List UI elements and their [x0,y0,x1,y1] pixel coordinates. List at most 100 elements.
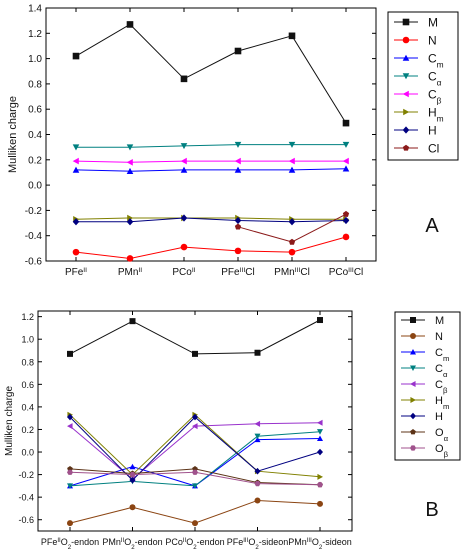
x-tick-label-base: PFe [41,537,58,547]
x-tick-label-sub: 2 [193,544,197,550]
y-tick-label: -0.2 [18,470,34,480]
legend-label-name: C [428,52,437,66]
x-tick-label: PFeIIIO2-sideon [227,537,289,550]
x-tick-label-sup: III [240,267,246,274]
x-tick-label-tail: O [312,537,319,547]
plot-frame [37,310,353,532]
legend-marker [410,445,416,451]
legend-label: N [435,331,443,343]
data-point [234,166,242,173]
x-tick-label-rest: -sideon [322,537,352,547]
series-cm [67,435,323,489]
legend-label-name: C [428,70,437,84]
y-tick-label: 0.2 [21,425,34,435]
data-point [254,349,261,356]
legend-label: Cm [435,347,449,363]
legend-marker [410,365,416,371]
data-point [67,423,73,430]
x-tick-label-base: PFe [227,537,244,547]
y-tick-label: 1.0 [21,335,34,345]
legend-label: H [435,411,443,423]
y-tick-label: -0.4 [18,493,34,503]
data-point [180,143,188,150]
data-point [67,413,73,421]
data-point [180,243,188,251]
legend-label-name: Cl [428,142,439,156]
y-tick-label: 1.2 [28,29,42,40]
x-tick-label-base: PMn [118,267,139,278]
series-line [75,168,347,172]
data-point [234,157,241,165]
legend-label-name: O [435,427,444,439]
data-point [72,144,80,151]
series-line [69,431,321,487]
legend-marker [410,381,416,387]
y-tick-label: 0.0 [21,448,34,458]
x-tick-label-sup: II [83,267,87,274]
x-tick-label-sup: III [243,537,248,544]
y-tick-label: 0.8 [28,79,42,90]
legend-label-name: N [428,34,437,48]
x-tick-label-base: PCo [329,267,349,278]
y-tick-label: 0.4 [21,402,34,412]
series-cα [72,141,350,151]
data-point [254,436,261,443]
x-tick-label-sub: 2 [131,544,135,550]
data-point [317,435,323,442]
data-point [254,420,261,427]
x-tick-label-sub: 2 [319,544,323,550]
y-tick-label: 1.4 [28,4,42,15]
data-point [317,500,323,507]
legend-label: M [428,16,438,30]
legend-box [387,11,459,161]
data-point [342,216,350,225]
legend-label: Cl [428,142,439,156]
x-tick-label-sup: II [138,267,142,274]
legend-marker [402,90,409,98]
data-point [317,419,323,426]
data-point [126,218,134,226]
x-tick-label-base: PFe [221,267,240,278]
series-line [69,499,321,524]
y-tick-label: 0.8 [21,357,34,367]
data-point [67,469,73,475]
data-point [288,32,296,40]
data-point [254,467,261,475]
legend-marker [410,349,416,355]
data-point [317,448,323,456]
legend-label-name: C [435,347,443,359]
x-tick-label-sup: II [121,537,125,544]
x-tick-label-base: PCo [165,537,183,547]
x-tick-label-sup: II [57,537,61,544]
x-tick-label-rest: -endon [71,537,99,547]
data-point [129,318,136,325]
legend-label-sub: m [443,354,449,363]
legend-marker [402,36,410,44]
data-point [234,47,242,55]
data-point [192,469,198,475]
series-oβ [67,469,323,488]
data-point [129,471,136,478]
data-point [254,433,261,440]
data-point [72,248,80,256]
data-point [317,317,323,324]
series-line [69,438,321,487]
series-line [76,217,347,223]
legend-marker [402,144,410,151]
data-point [129,504,136,511]
data-point [72,157,79,165]
data-point [342,233,350,241]
x-tick-label-sup: II [183,537,187,544]
legend-marker [410,333,416,339]
data-point [317,482,323,488]
y-tick-label: -0.6 [18,515,34,525]
data-point [254,481,261,487]
data-point [126,255,134,262]
legend-label-name: M [435,315,444,327]
series-line [75,160,346,163]
legend-label: N [428,34,437,48]
x-tick-label-sup: III [307,537,312,544]
legend-label: Cα [435,363,448,379]
series-h [72,214,350,226]
data-point [180,166,188,173]
